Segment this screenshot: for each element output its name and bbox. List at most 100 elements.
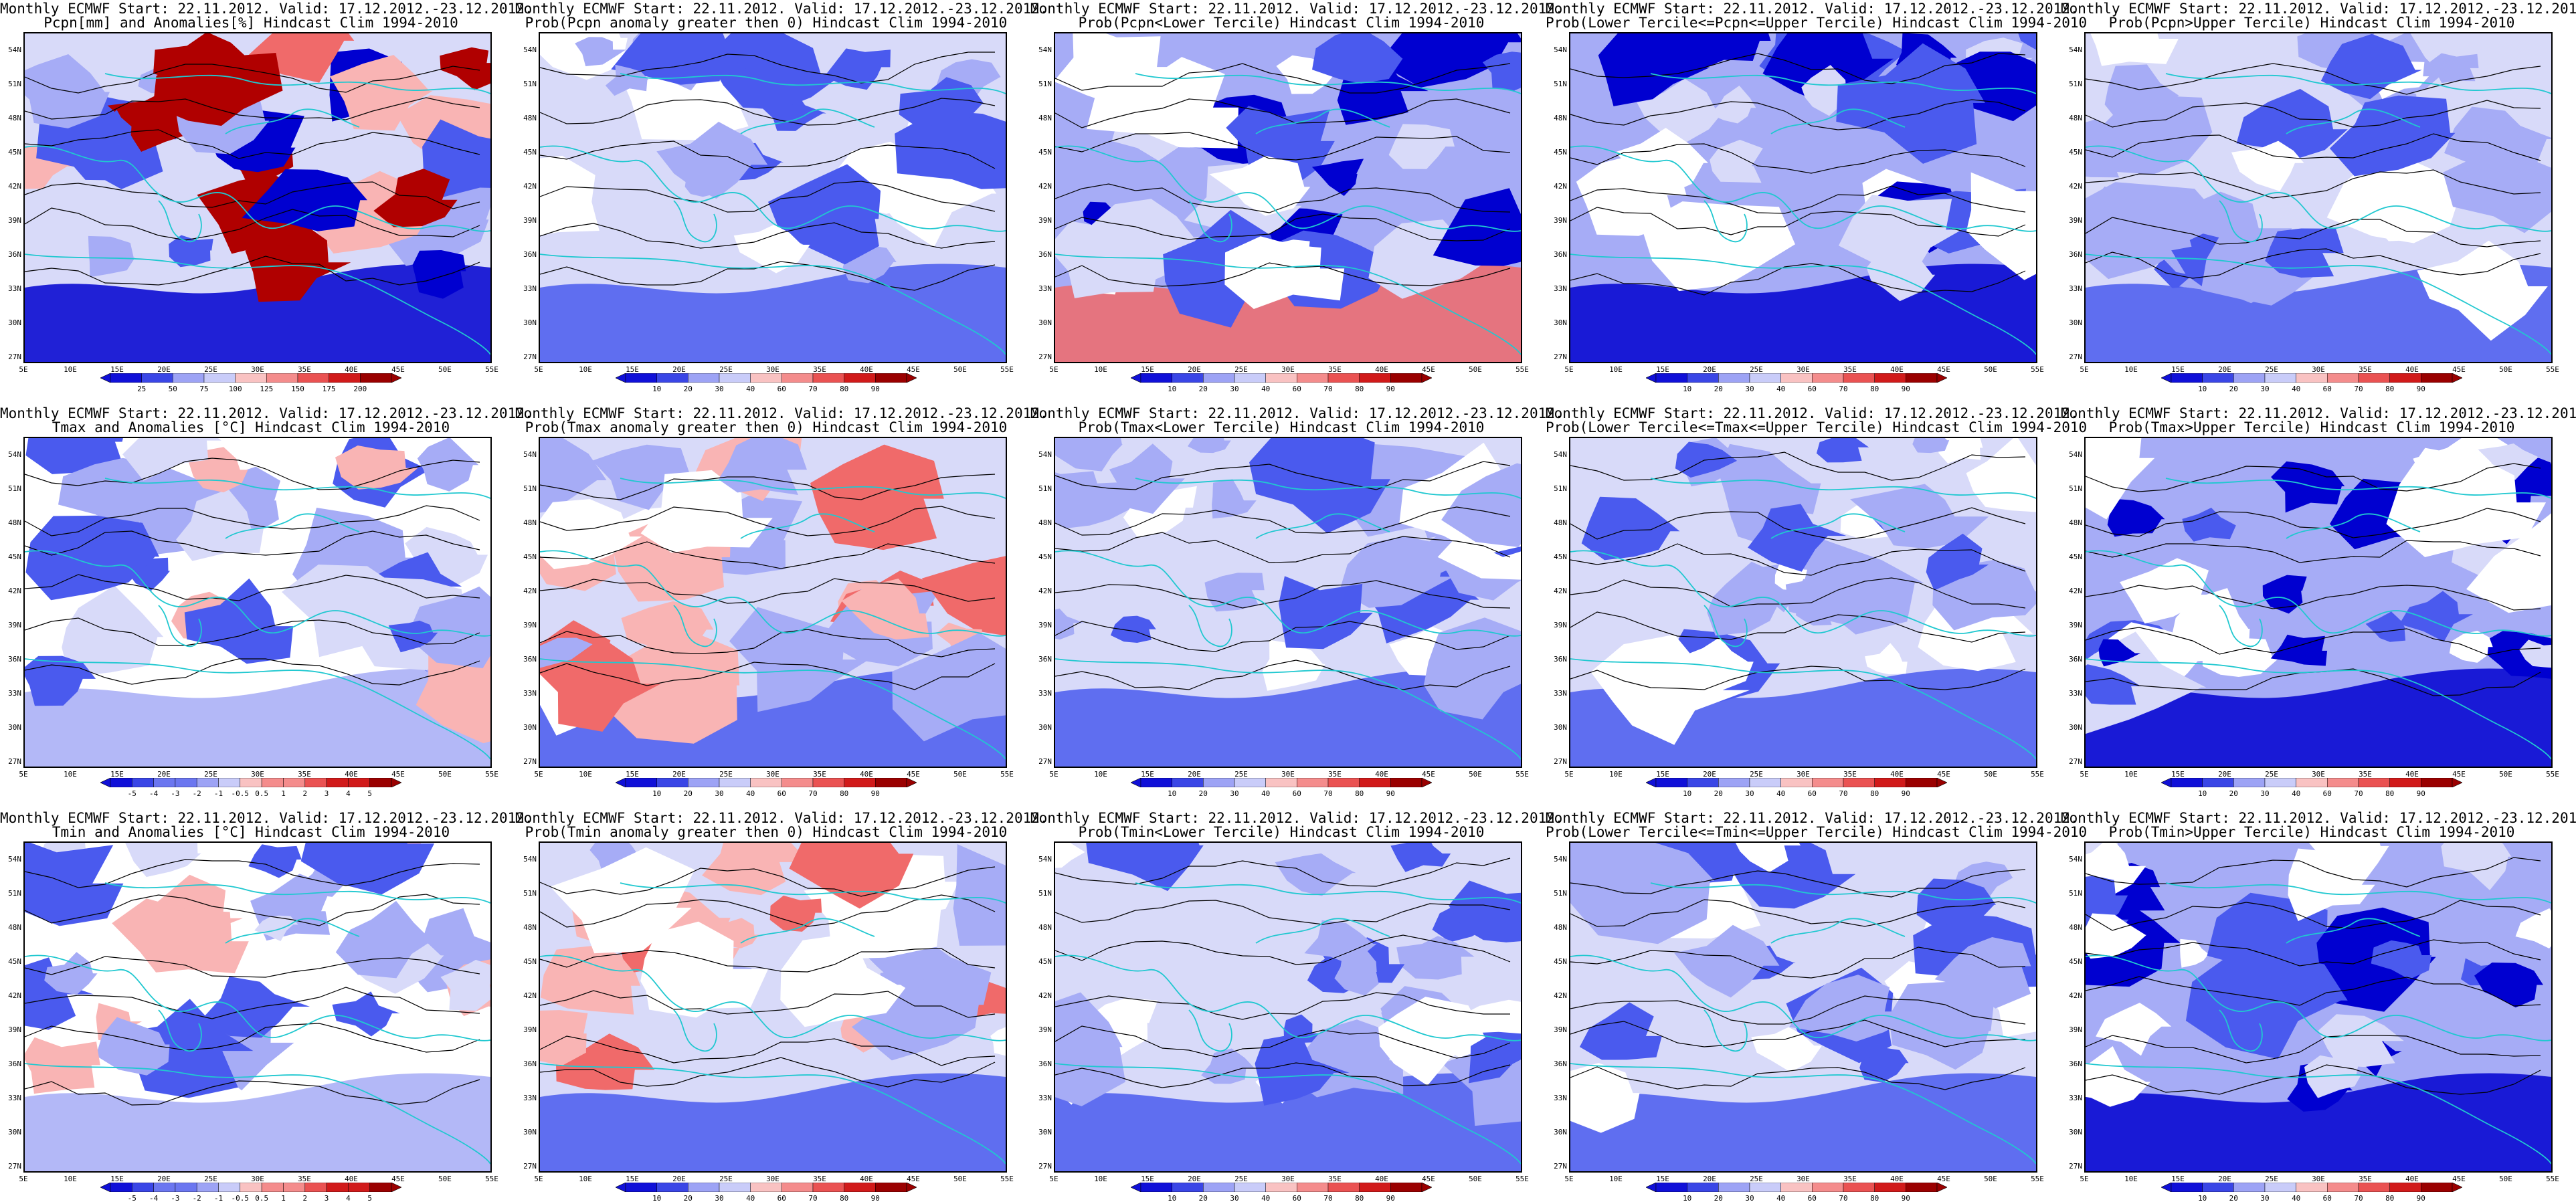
anomaly-region bbox=[1751, 1027, 1822, 1072]
colorbar-tick-label: 4 bbox=[346, 789, 351, 798]
longitude-label: 40E bbox=[1890, 770, 1904, 779]
latitude-label: 39N bbox=[2069, 216, 2082, 225]
colorbar-segment bbox=[875, 778, 907, 787]
colorbar-segment bbox=[283, 1183, 306, 1192]
colorbar-tick-label: 30 bbox=[715, 385, 724, 393]
longitude-label: 55E bbox=[1000, 365, 1014, 374]
anomaly-region bbox=[2231, 140, 2304, 191]
latitude-label: 33N bbox=[1038, 1094, 1052, 1102]
longitude-label: 5E bbox=[2080, 770, 2089, 779]
anomaly-region bbox=[1789, 975, 1923, 1041]
anomaly-region bbox=[1838, 195, 1962, 278]
panel-subtitle: Prob(Lower Tercile<=Tmax<=Upper Tercile)… bbox=[1546, 419, 2088, 435]
colorbar bbox=[2161, 778, 2462, 787]
coastline bbox=[540, 254, 1006, 355]
isoline bbox=[1570, 452, 2026, 481]
colorbar-tick-label: 10 bbox=[652, 789, 662, 798]
colorbar-tick-label: 40 bbox=[746, 789, 755, 798]
coastline bbox=[25, 145, 490, 232]
anomaly-region bbox=[282, 565, 420, 658]
latitude-label: 45N bbox=[523, 957, 537, 966]
colorbar-tick-label: 60 bbox=[777, 385, 786, 393]
latitude-label: 45N bbox=[1038, 553, 1052, 561]
anomaly-region bbox=[713, 33, 773, 73]
longitude-label: 45E bbox=[907, 1175, 920, 1183]
anomaly-region bbox=[1423, 617, 1521, 720]
coastline bbox=[104, 882, 490, 904]
panel-title: Monthly ECMWF Start: 22.11.2012. Valid: … bbox=[2061, 810, 2576, 826]
coastline bbox=[225, 108, 360, 134]
colorbar-segment bbox=[2327, 373, 2359, 383]
colorbar-right-arrow bbox=[391, 1183, 401, 1192]
colorbar-tick-label: -2 bbox=[192, 789, 201, 798]
colorbar-tick-label: 3 bbox=[324, 789, 329, 798]
colorbar bbox=[1646, 373, 1947, 383]
isoline bbox=[540, 506, 996, 536]
southern-anomaly-region bbox=[2086, 668, 2551, 767]
colorbar-tick-label: 70 bbox=[1323, 789, 1333, 798]
latitude-label: 36N bbox=[523, 1060, 537, 1068]
longitude-label: 55E bbox=[1515, 770, 1529, 779]
longitude-label: 15E bbox=[110, 770, 124, 779]
longitude-label: 45E bbox=[1422, 365, 1435, 374]
latitude-label: 42N bbox=[8, 991, 21, 1000]
colorbar-tick-label: 60 bbox=[1807, 1194, 1817, 1203]
colorbar-tick-label: 100 bbox=[228, 385, 242, 393]
longitude-label: 10E bbox=[1094, 770, 1107, 779]
isoline bbox=[540, 98, 996, 126]
anomaly-region bbox=[1579, 1002, 1662, 1060]
latitude-label: 54N bbox=[2069, 855, 2082, 864]
anomaly-region bbox=[1449, 880, 1521, 942]
forecast-map bbox=[23, 841, 492, 1173]
colorbar-tick-label: 90 bbox=[870, 1194, 880, 1203]
anomaly-region bbox=[1224, 236, 1345, 309]
panel-subtitle: Prob(Tmin<Lower Tercile) Hindcast Clim 1… bbox=[1078, 824, 1485, 840]
colorbar-tick-label: 90 bbox=[870, 789, 880, 798]
isoline bbox=[1055, 992, 1510, 1020]
longitude-label: 35E bbox=[298, 1175, 311, 1183]
anomaly-region bbox=[335, 900, 435, 979]
colorbar-tick-label: -3 bbox=[171, 789, 180, 798]
colorbar-right-arrow bbox=[906, 778, 917, 787]
isoline bbox=[1570, 543, 2026, 576]
colorbar-segment bbox=[2358, 1183, 2390, 1192]
colorbar-tick-label: 80 bbox=[840, 1194, 849, 1203]
colorbar bbox=[1131, 778, 1432, 787]
coastline bbox=[158, 200, 202, 243]
map-panel: Monthly ECMWF Start: 22.11.2012. Valid: … bbox=[2061, 0, 2576, 395]
colorbar-tick-label: 80 bbox=[1355, 385, 1364, 393]
anomaly-region bbox=[1469, 1031, 1521, 1084]
coastline bbox=[1188, 200, 1232, 243]
anomaly-region bbox=[2515, 908, 2551, 948]
latitude-label: 30N bbox=[8, 318, 21, 327]
longitude-label: 10E bbox=[64, 770, 77, 779]
latitude-label: 27N bbox=[8, 1162, 21, 1171]
latitude-label: 30N bbox=[1038, 1128, 1052, 1136]
colorbar-segment bbox=[1172, 1183, 1204, 1192]
latitude-label: 30N bbox=[523, 723, 537, 732]
coastline bbox=[540, 1063, 1006, 1165]
isoline bbox=[540, 866, 996, 897]
longitude-label: 35E bbox=[2359, 1175, 2372, 1183]
isoline bbox=[2086, 1064, 2541, 1095]
anomaly-region bbox=[1934, 937, 2031, 1009]
colorbar-tick-label: 10 bbox=[652, 1194, 662, 1203]
longitude-label: 15E bbox=[626, 1175, 639, 1183]
colorbar-tick-label: 10 bbox=[1168, 789, 1177, 798]
colorbar-tick-label: 2 bbox=[302, 789, 308, 798]
latitude-label: 27N bbox=[8, 757, 21, 766]
panel-title: Monthly ECMWF Start: 22.11.2012. Valid: … bbox=[1546, 1, 2079, 17]
colorbar-segment bbox=[1327, 373, 1360, 383]
colorbar-right-arrow bbox=[906, 373, 917, 383]
longitude-label: 20E bbox=[157, 1175, 171, 1183]
longitude-label: 45E bbox=[2452, 770, 2466, 779]
isoline bbox=[1570, 869, 2026, 898]
colorbar-tick-label: 70 bbox=[2354, 385, 2363, 393]
longitude-label: 30E bbox=[1797, 365, 1810, 374]
forecast-map bbox=[1569, 32, 2037, 363]
colorbar-tick-label: 10 bbox=[1683, 385, 1692, 393]
longitude-label: 55E bbox=[2031, 365, 2044, 374]
anomaly-region bbox=[1055, 438, 1123, 472]
forecast-map bbox=[23, 32, 492, 363]
latitude-label: 54N bbox=[1554, 45, 1567, 54]
